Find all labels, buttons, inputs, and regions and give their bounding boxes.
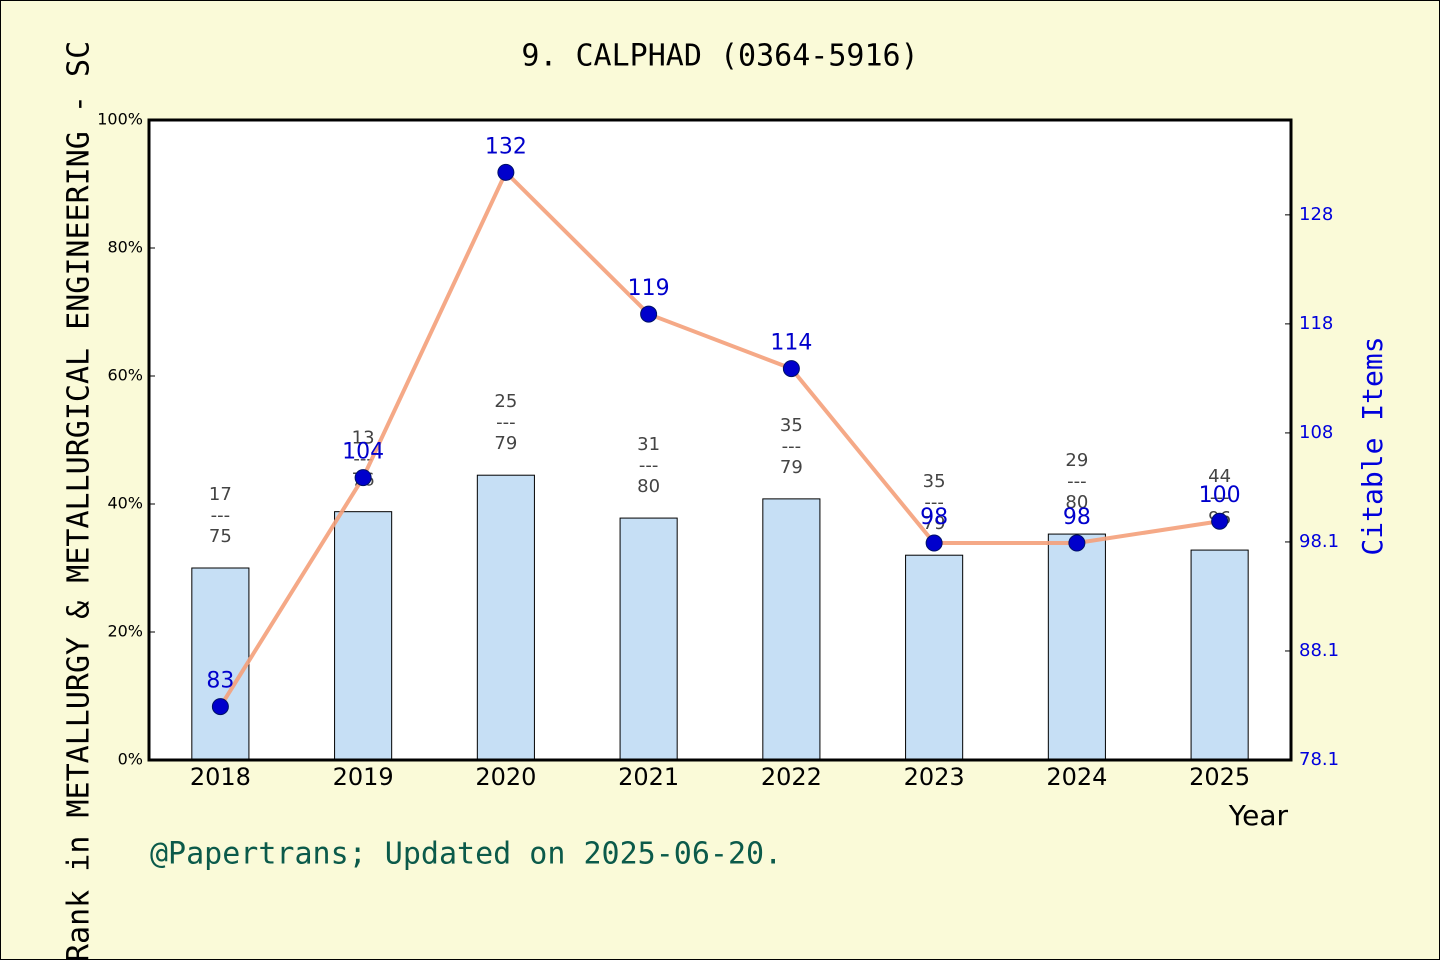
- total-label: 75: [209, 526, 232, 547]
- bar: [476, 474, 535, 761]
- rank-label: 44: [1208, 466, 1231, 487]
- total-label: 80: [1065, 492, 1088, 513]
- rank-label: 31: [637, 434, 660, 455]
- chart-title: 9. CALPHAD (0364-5916): [521, 39, 918, 74]
- y2-tick-label: 78.1: [1299, 749, 1339, 770]
- rank-separator: ---: [211, 505, 231, 526]
- x-tick-label: 2018: [190, 763, 251, 791]
- rank-label: 35: [923, 471, 946, 492]
- rank-separator: ---: [496, 412, 516, 433]
- data-label: 114: [770, 331, 812, 356]
- rank-label: 29: [1065, 450, 1088, 471]
- line: [218, 168, 1220, 708]
- y-tick-label: 0%: [118, 750, 143, 769]
- x-tick-label: 2023: [904, 763, 965, 791]
- plot-area: [149, 120, 1291, 760]
- total-label: 79: [494, 433, 517, 454]
- y-tick-label: 40%: [107, 494, 143, 513]
- plot-layer: 0% 20% 40% 60% 80% 100% 78.1 88.1 98.1 108 118 128 2…: [97, 110, 1339, 792]
- rank-separator: ---: [924, 492, 944, 513]
- data-label: 98: [920, 505, 948, 530]
- y-tick-label: 60%: [107, 366, 143, 385]
- rank-label: 35: [780, 415, 803, 436]
- data-label: 119: [628, 276, 670, 301]
- data-label: 83: [206, 669, 234, 694]
- marker: [354, 469, 372, 487]
- rank-label: 25: [494, 391, 517, 412]
- y-tick-label: 100%: [97, 110, 143, 129]
- y2-tick-label: 108: [1299, 422, 1333, 443]
- y2-tick-label: 88.1: [1299, 640, 1339, 661]
- x-tick-label: 2020: [475, 763, 536, 791]
- bar: [1047, 533, 1106, 761]
- rank-separator: ---: [1067, 471, 1087, 492]
- y2-tick-label: 118: [1299, 313, 1333, 334]
- bar: [619, 517, 678, 761]
- x-axis-label: Year: [1228, 799, 1289, 832]
- rank-separator: ---: [1210, 487, 1230, 508]
- data-label: 104: [342, 440, 384, 465]
- marker: [925, 534, 943, 552]
- footer: @Papertrans; Updated on 2025-06-20.: [150, 837, 782, 872]
- total-label: 79: [780, 457, 803, 478]
- bar: [905, 554, 964, 761]
- y-tick-label: 80%: [107, 238, 143, 257]
- x-tick-label: 2025: [1189, 763, 1250, 791]
- rank-separator: ---: [782, 436, 802, 457]
- rank-label: 17: [209, 484, 232, 505]
- bar: [1190, 549, 1249, 761]
- rank-label: 13: [352, 428, 375, 449]
- y-tick-label: 20%: [107, 622, 143, 641]
- bar: [334, 511, 393, 761]
- bar: [191, 567, 250, 761]
- rank-separator: ---: [639, 455, 659, 476]
- data-label: 98: [1063, 505, 1091, 530]
- x-tick-label: 2021: [618, 763, 679, 791]
- marker: [1068, 534, 1086, 552]
- y-axis-label: Rank in METALLURGY & METALLURGICAL ENGIN…: [62, 41, 97, 960]
- x-tick-label: 2024: [1046, 763, 1107, 791]
- plot-frame: [147, 118, 1293, 762]
- x-tick-label: 2019: [333, 763, 394, 791]
- marker: [782, 360, 800, 378]
- marker: [1211, 512, 1229, 530]
- total-label: 80: [637, 476, 660, 497]
- total-label: 79: [923, 513, 946, 534]
- bar: [762, 498, 821, 761]
- data-label: 132: [485, 134, 527, 159]
- x-tick-label: 2022: [761, 763, 822, 791]
- y2-axis-label: Citable Items: [1356, 336, 1389, 555]
- y2-tick-label: 128: [1299, 204, 1333, 225]
- y2-tick-label: 98.1: [1299, 531, 1339, 552]
- marker: [211, 698, 229, 716]
- marker: [640, 305, 658, 323]
- marker: [497, 163, 515, 181]
- data-label: 100: [1199, 483, 1241, 508]
